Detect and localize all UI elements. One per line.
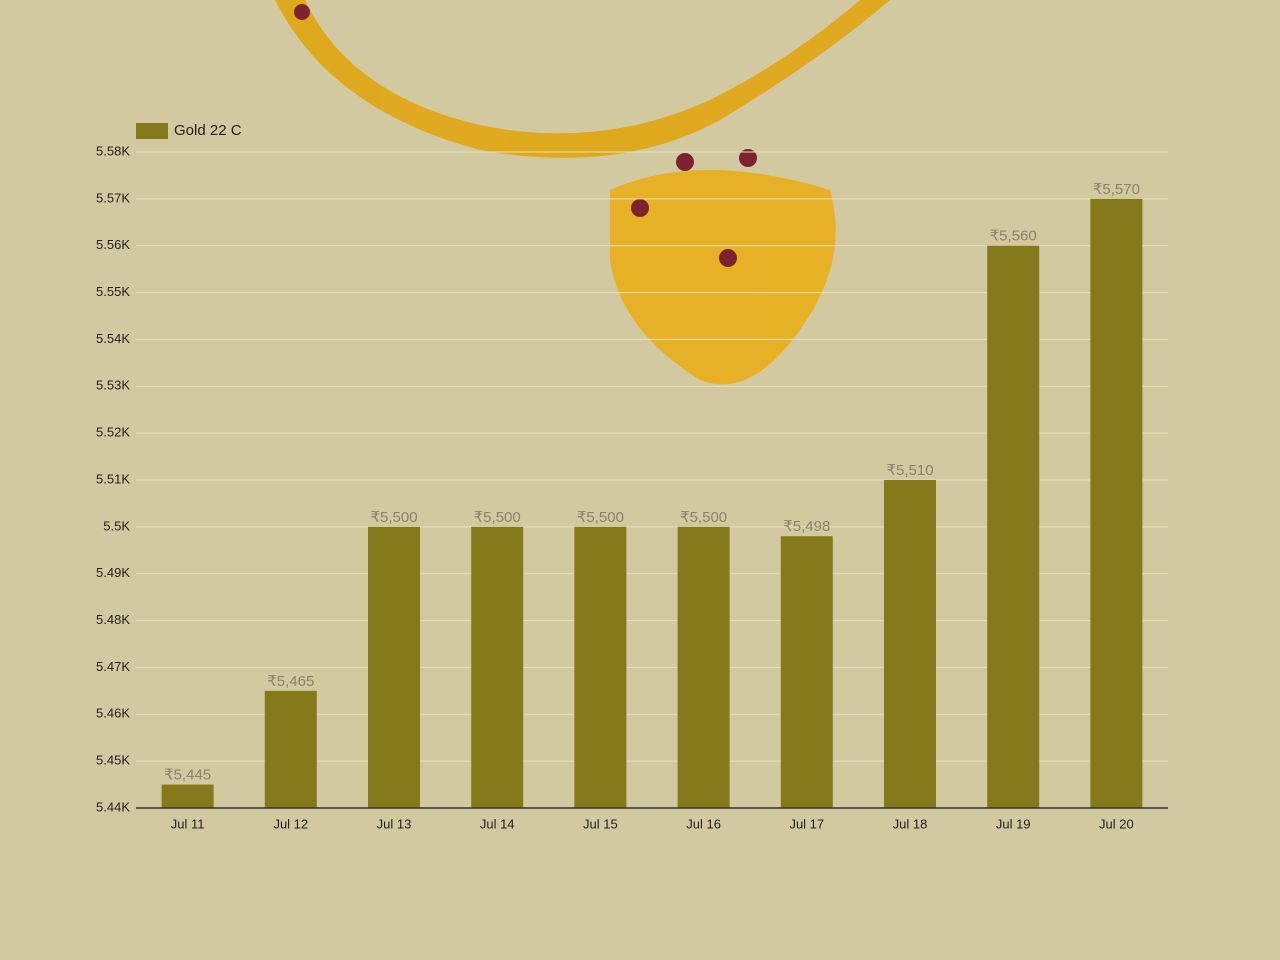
value-label: ₹5,500	[680, 509, 727, 526]
bar	[471, 526, 524, 808]
y-tick-label: 5.47K	[96, 659, 130, 674]
x-tick-label: Jul 18	[893, 816, 928, 831]
value-label: ₹5,510	[886, 462, 933, 479]
value-label: ₹5,500	[474, 509, 521, 526]
bar	[574, 526, 627, 808]
value-label: ₹5,500	[370, 509, 417, 526]
y-tick-label: 5.51K	[96, 471, 130, 486]
necklace-decoration	[275, 0, 890, 385]
bar	[161, 784, 214, 808]
y-tick-label: 5.49K	[96, 565, 130, 580]
x-tick-label: Jul 12	[273, 816, 308, 831]
bar	[264, 690, 317, 808]
x-tick-label: Jul 14	[480, 816, 515, 831]
y-tick-label: 5.44K	[96, 799, 130, 814]
value-label: ₹5,465	[267, 673, 314, 690]
bar	[677, 526, 730, 808]
bar	[987, 245, 1040, 808]
bar	[368, 526, 420, 808]
y-tick-label: 5.55K	[96, 284, 130, 299]
bar	[1090, 198, 1143, 808]
legend-swatch	[136, 123, 168, 139]
y-tick-label: 5.48K	[96, 612, 130, 627]
x-tick-label: Jul 13	[377, 816, 412, 831]
value-label: ₹5,445	[164, 767, 211, 784]
y-tick-label: 5.46K	[96, 706, 130, 721]
y-tick-label: 5.58K	[96, 143, 130, 158]
legend-label: Gold 22 C	[174, 122, 242, 139]
y-tick-label: 5.45K	[96, 753, 130, 768]
value-label: ₹5,500	[577, 509, 624, 526]
value-label: ₹5,560	[990, 228, 1037, 245]
y-tick-label: 5.5K	[103, 518, 130, 533]
y-tick-label: 5.57K	[96, 190, 130, 205]
y-tick-label: 5.52K	[96, 425, 130, 440]
x-tick-label: Jul 19	[996, 816, 1031, 831]
bar	[780, 536, 833, 808]
value-label: ₹5,570	[1093, 181, 1140, 198]
y-tick-label: 5.53K	[96, 378, 130, 393]
y-tick-label: 5.54K	[96, 331, 130, 346]
x-tick-label: Jul 15	[583, 816, 618, 831]
y-tick-label: 5.56K	[96, 237, 130, 252]
value-label: ₹5,498	[783, 518, 830, 535]
x-tick-label: Jul 20	[1099, 816, 1134, 831]
x-tick-label: Jul 16	[686, 816, 721, 831]
x-tick-label: Jul 11	[171, 816, 205, 831]
bar	[884, 480, 936, 808]
x-tick-label: Jul 17	[789, 816, 824, 831]
